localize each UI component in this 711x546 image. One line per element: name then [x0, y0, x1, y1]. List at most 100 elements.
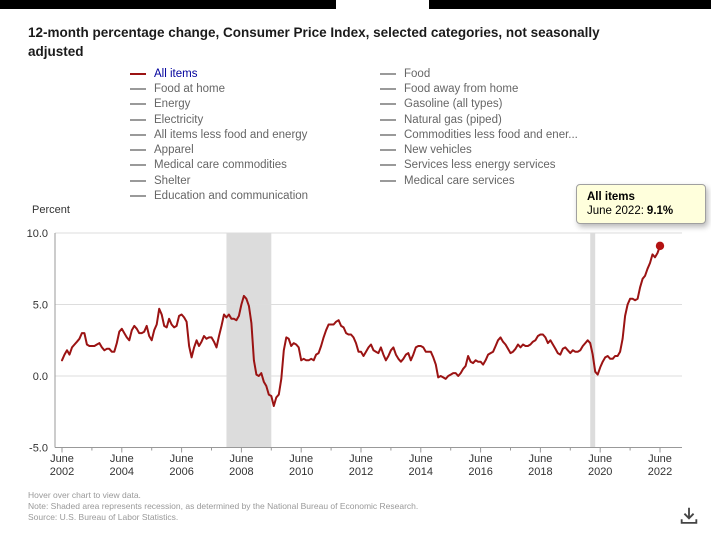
legend-line-swatch: [130, 149, 146, 152]
all-items-line[interactable]: [61, 244, 661, 407]
legend-label: Natural gas (piped): [404, 113, 502, 126]
legend-item-all-items[interactable]: All items: [130, 66, 380, 81]
legend-item-energy[interactable]: Energy: [130, 97, 380, 112]
legend-label: Food at home: [154, 82, 225, 95]
legend-line-swatch: [380, 179, 396, 182]
x-tick-label-year: 2004: [110, 466, 134, 478]
x-tick-label-month: June: [588, 453, 612, 465]
legend-label: Medical care services: [404, 174, 515, 187]
legend-item-apparel[interactable]: Apparel: [130, 142, 380, 157]
x-tick-label-year: 2012: [349, 466, 373, 478]
legend-label: All items less food and energy: [154, 128, 308, 141]
tooltip-series-name: All items: [587, 191, 635, 203]
x-tick-label-year: 2010: [289, 466, 313, 478]
x-tick-label-year: 2018: [528, 466, 552, 478]
x-tick-label-month: June: [528, 453, 552, 465]
cpi-line-chart[interactable]: 10.05.00.0-5.0June2002June2004June2006Ju…: [0, 225, 711, 480]
recession-band: [226, 233, 272, 448]
legend-line-swatch: [130, 72, 146, 75]
legend-item-medical-care-commodities[interactable]: Medical care commodities: [130, 158, 380, 173]
y-tick-label: 5.0: [33, 300, 48, 312]
tooltip-value-line: June 2022: 9.1%: [587, 205, 695, 217]
legend-label: Commodities less food and ener...: [404, 128, 578, 141]
x-tick-label-month: June: [289, 453, 313, 465]
legend-line-swatch: [130, 133, 146, 136]
y-tick-label: 10.0: [27, 228, 48, 240]
legend-item-new-vehicles[interactable]: New vehicles: [380, 142, 578, 157]
legend-label: All items: [154, 67, 198, 80]
download-icon[interactable]: [678, 505, 700, 527]
x-tick-label-month: June: [469, 453, 493, 465]
x-tick-label-month: June: [50, 453, 74, 465]
legend-line-swatch: [130, 103, 146, 106]
legend-line-swatch: [380, 164, 396, 167]
legend-item-medical-care-services[interactable]: Medical care services: [380, 173, 578, 188]
legend-item-services-less-energy-services[interactable]: Services less energy services: [380, 158, 578, 173]
x-tick-label-month: June: [110, 453, 134, 465]
top-left-black-bar: [0, 0, 336, 9]
legend-item-all-items-less-food-and-energy[interactable]: All items less food and energy: [130, 127, 380, 142]
legend-label: Food away from home: [404, 82, 519, 95]
legend-line-swatch: [130, 87, 146, 90]
footer-notes: Hover over chart to view data. Note: Sha…: [28, 490, 418, 524]
legend-label: Energy: [154, 98, 191, 111]
legend-label: Services less energy services: [404, 159, 556, 172]
footer-recession-note: Note: Shaded area represents recession, …: [28, 501, 419, 512]
tooltip-value: 9.1%: [646, 205, 674, 217]
legend-label: Education and communication: [154, 190, 309, 203]
legend-line-swatch: [130, 195, 146, 198]
legend-line-swatch: [380, 118, 396, 121]
hover-tooltip: All items June 2022: 9.1%: [576, 184, 706, 224]
legend-label: Gasoline (all types): [404, 98, 503, 111]
legend-item-education-and-communication[interactable]: Education and communication: [130, 188, 380, 203]
footer-hover-note: Hover over chart to view data.: [28, 490, 141, 500]
x-tick-label-month: June: [349, 453, 373, 465]
legend-line-swatch: [380, 87, 396, 90]
legend-line-swatch: [380, 133, 396, 136]
legend-line-swatch: [130, 118, 146, 121]
x-tick-label-year: 2014: [409, 466, 433, 478]
legend-label: Electricity: [154, 113, 204, 126]
legend-line-swatch: [380, 72, 396, 75]
legend-item-food[interactable]: Food: [380, 66, 578, 81]
legend-item-electricity[interactable]: Electricity: [130, 112, 380, 127]
tooltip-date: June 2022:: [587, 205, 644, 217]
legend-line-swatch: [130, 164, 146, 167]
x-tick-label-month: June: [648, 453, 672, 465]
legend-label: Medical care commodities: [154, 159, 287, 172]
legend-item-food-at-home[interactable]: Food at home: [130, 81, 380, 96]
recession-band: [590, 233, 596, 448]
y-tick-label: -5.0: [29, 443, 48, 455]
x-tick-label-year: 2022: [648, 466, 672, 478]
legend-label: New vehicles: [404, 144, 472, 157]
legend-line-swatch: [380, 103, 396, 106]
x-tick-label-year: 2008: [229, 466, 253, 478]
chart-area[interactable]: 10.0 5.0 0.0 -5.0 June 2002 June 2004 June 2006 Ju…: [0, 225, 711, 480]
legend-item-gasoline-all-types[interactable]: Gasoline (all types): [380, 97, 578, 112]
legend-line-swatch: [380, 149, 396, 152]
legend-item-commodities-less-food-and-ener[interactable]: Commodities less food and ener...: [380, 127, 578, 142]
x-tick-label-year: 2016: [468, 466, 492, 478]
chart-title: 12-month percentage change, Consumer Pri…: [28, 25, 600, 59]
footer-source: Source: U.S. Bureau of Labor Statistics.: [28, 512, 179, 523]
legend-label: Food: [404, 67, 431, 80]
x-tick-label-month: June: [229, 453, 253, 465]
y-tick-label: 0.0: [33, 371, 48, 383]
y-axis-title: Percent: [32, 204, 70, 216]
download-arrow-icon: [680, 507, 698, 524]
x-tick-label-year: 2002: [50, 466, 74, 478]
x-tick-label-month: June: [170, 453, 194, 465]
x-tick-label-month: June: [409, 453, 433, 465]
legend: All items Food at home Energy Electricity Al…: [130, 66, 578, 204]
legend-label: Shelter: [154, 174, 191, 187]
top-right-black-bar: [429, 0, 711, 9]
legend-label: Apparel: [154, 144, 194, 157]
legend-item-natural-gas-piped[interactable]: Natural gas (piped): [380, 112, 578, 127]
legend-column-left: All items Food at home Energy Electricity Al…: [130, 66, 380, 204]
legend-item-food-away-from-home[interactable]: Food away from home: [380, 81, 578, 96]
x-tick-label-year: 2006: [169, 466, 193, 478]
legend-item-shelter[interactable]: Shelter: [130, 173, 380, 188]
legend-line-swatch: [130, 179, 146, 182]
end-point-marker[interactable]: [655, 241, 665, 251]
